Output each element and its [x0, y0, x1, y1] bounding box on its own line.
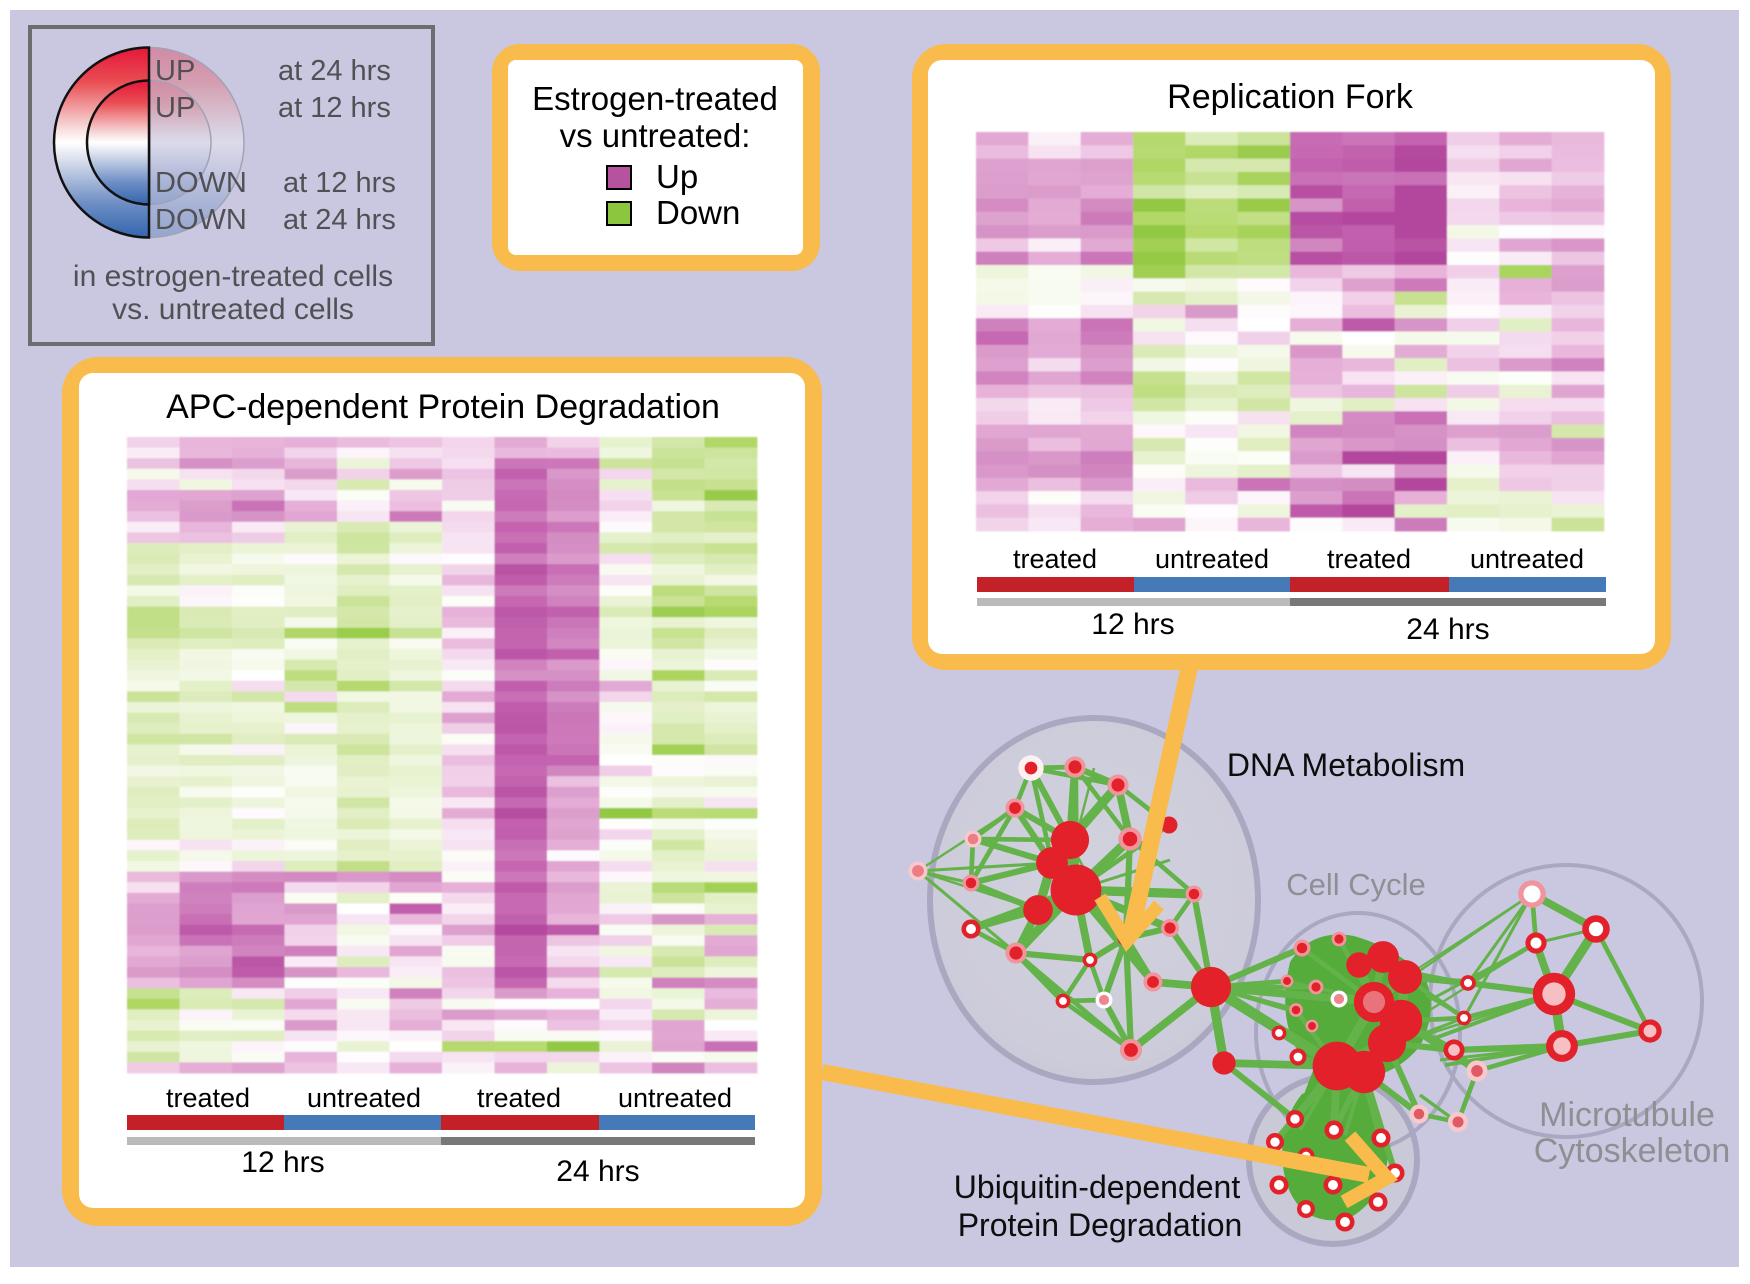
svg-text:UP: UP [155, 55, 195, 87]
svg-text:DNA Metabolism: DNA Metabolism [1227, 747, 1465, 783]
svg-text:APC-dependent Protein Degradat: APC-dependent Protein Degradation [166, 388, 720, 426]
svg-text:in estrogen-treated cells: in estrogen-treated cells [73, 260, 393, 293]
svg-text:treated: treated [1013, 544, 1097, 574]
svg-text:Cytoskeleton: Cytoskeleton [1534, 1132, 1731, 1170]
svg-text:treated: treated [477, 1083, 561, 1113]
svg-text:treated: treated [1327, 544, 1411, 574]
svg-text:Cell Cycle: Cell Cycle [1286, 867, 1426, 902]
svg-text:treated: treated [166, 1083, 250, 1113]
svg-text:UP: UP [155, 92, 195, 124]
svg-text:untreated: untreated [1470, 544, 1584, 574]
svg-text:24 hrs: 24 hrs [1406, 613, 1489, 646]
svg-text:Up: Up [656, 158, 698, 195]
svg-text:at 24 hrs: at 24 hrs [283, 204, 396, 236]
svg-text:vs untreated:: vs untreated: [560, 117, 751, 154]
svg-text:Estrogen-treated: Estrogen-treated [532, 80, 778, 117]
svg-text:12 hrs: 12 hrs [1091, 608, 1174, 641]
svg-text:untreated: untreated [1155, 544, 1269, 574]
svg-text:24 hrs: 24 hrs [556, 1155, 639, 1188]
svg-text:Down: Down [656, 194, 740, 231]
svg-text:at 12 hrs: at 12 hrs [278, 92, 391, 124]
svg-text:DOWN: DOWN [155, 204, 247, 236]
svg-text:untreated: untreated [307, 1083, 421, 1113]
svg-text:Replication Fork: Replication Fork [1167, 78, 1414, 116]
svg-text:Protein Degradation: Protein Degradation [958, 1207, 1243, 1243]
svg-text:untreated: untreated [618, 1083, 732, 1113]
svg-text:Ubiquitin-dependent: Ubiquitin-dependent [954, 1169, 1241, 1205]
svg-text:at 12 hrs: at 12 hrs [283, 167, 396, 199]
svg-text:at 24 hrs: at 24 hrs [278, 55, 391, 87]
svg-text:vs. untreated cells: vs. untreated cells [112, 293, 354, 326]
svg-text:Microtubule: Microtubule [1539, 1096, 1715, 1134]
svg-text:DOWN: DOWN [155, 167, 247, 199]
svg-text:12 hrs: 12 hrs [241, 1146, 324, 1179]
